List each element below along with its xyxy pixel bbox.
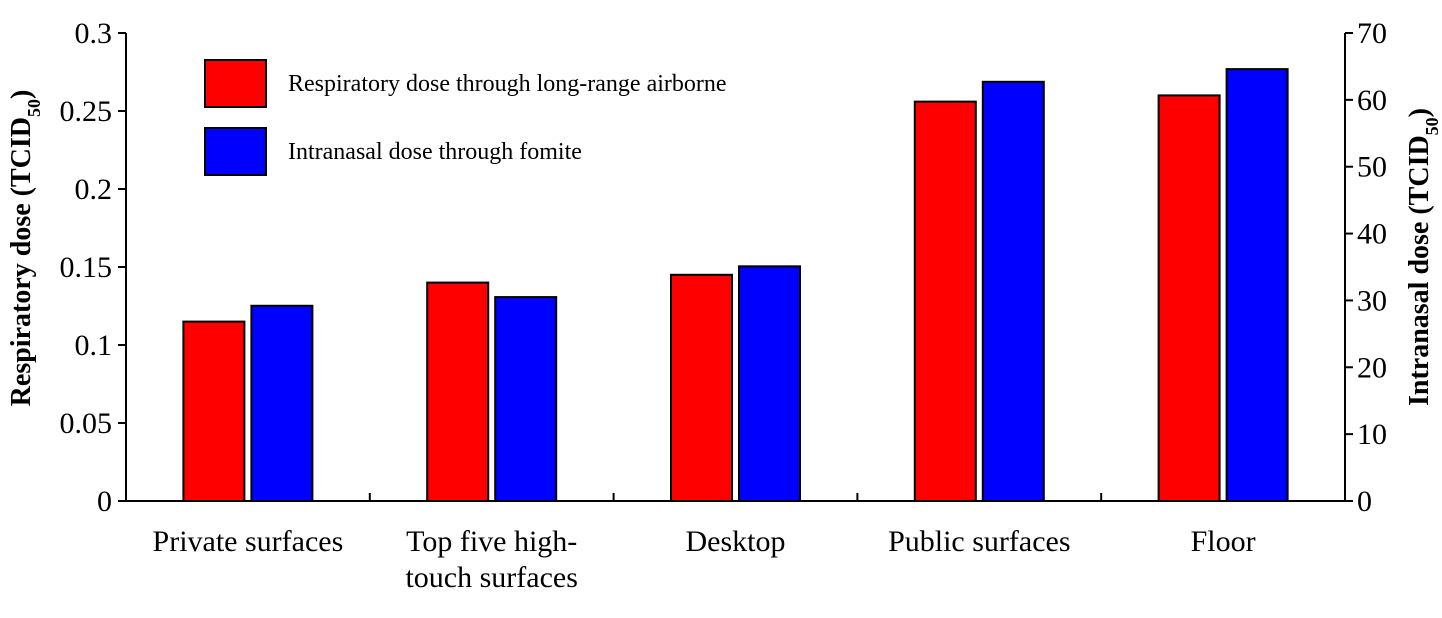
x-category-label: Floor (1191, 525, 1256, 558)
intranasal-bar (738, 265, 801, 502)
axes (118, 32, 1353, 502)
left-tick-label: 0.1 (75, 329, 113, 362)
legend-label-respiratory: Respiratory dose through long-range airb… (288, 71, 727, 97)
respiratory-bar (182, 320, 246, 502)
respiratory-bar (670, 273, 733, 502)
left-axis-title-end: ) (6, 90, 37, 99)
right-tick-label: 20 (1357, 351, 1387, 384)
respiratory-bar (426, 281, 490, 502)
left-tick-label: 0 (97, 485, 112, 518)
right-tick-label: 0 (1357, 485, 1372, 518)
intranasal-bar (1225, 68, 1289, 503)
left-tick-label: 0.05 (60, 407, 113, 440)
labels: 0 0.05 0.1 0.15 0.2 0.25 0.3 0 10 20 30 40 50 60 70 Pri… (6, 17, 1442, 594)
left-axis-title-main: Respiratory dose (TCID (6, 117, 37, 406)
intranasal-bar (250, 304, 314, 502)
left-tick-label: 0.25 (60, 95, 113, 128)
respiratory-bar (1157, 94, 1221, 503)
left-tick-label: 0.3 (75, 17, 113, 50)
x-category-label: Public surfaces (888, 525, 1070, 558)
right-tick-label: 30 (1357, 284, 1387, 317)
right-tick-label: 50 (1357, 151, 1387, 184)
right-axis-title-end: ) (1404, 108, 1435, 117)
bars (182, 68, 1289, 503)
right-tick-label: 60 (1357, 84, 1387, 117)
left-axis-title: Respiratory dose (TCID50) (6, 90, 44, 407)
intranasal-bar (981, 80, 1045, 502)
right-axis-title: Intranasal dose (TCID50) (1404, 108, 1442, 406)
right-tick-label: 10 (1357, 418, 1387, 451)
legend-swatch-respiratory (204, 59, 267, 108)
left-axis-title-subscript: 50 (24, 99, 44, 117)
right-tick-label: 40 (1357, 218, 1387, 251)
legend-swatch-intranasal (204, 127, 267, 176)
intranasal-bar (494, 296, 558, 503)
x-category-label: Top five high- (406, 525, 577, 558)
x-category-label: touch surfaces (405, 561, 577, 594)
respiratory-bar (913, 100, 977, 502)
legend: Respiratory dose through long-range airb… (204, 59, 727, 176)
legend-label-intranasal: Intranasal dose through fomite (288, 139, 582, 165)
right-axis-title-subscript: 50 (1422, 117, 1442, 135)
x-category-label: Desktop (686, 525, 786, 558)
x-category-label: Private surfaces (153, 525, 344, 558)
left-tick-label: 0.15 (60, 251, 113, 284)
right-axis-title-main: Intranasal dose (TCID (1404, 135, 1435, 406)
left-tick-label: 0.2 (75, 173, 113, 206)
right-tick-label: 70 (1357, 17, 1387, 50)
